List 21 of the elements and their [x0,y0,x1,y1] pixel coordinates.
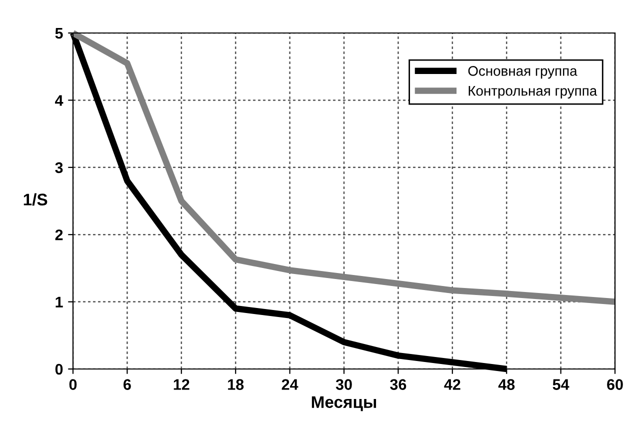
x-tick-label: 42 [444,379,460,390]
x-tick-label: 6 [124,379,131,390]
y-axis-title: 1/S [24,193,48,206]
x-tick-label: 18 [228,379,244,390]
legend-label: Контрольная группа [468,86,598,98]
y-tick-label: 3 [55,162,63,174]
x-tick-label: 54 [552,379,570,390]
x-tick-label: 0 [69,379,77,390]
legend-label: Основная группа [468,66,578,79]
x-tick-label: 60 [607,379,623,390]
x-tick-label: 30 [336,379,352,390]
x-tick-label: 12 [174,379,190,390]
x-tick-label: 24 [282,379,298,390]
x-tick-label: 36 [390,379,406,390]
y-tick-label: 0 [55,364,63,375]
x-axis-title: Месяцы [312,396,376,412]
y-tick-label: 5 [55,28,63,39]
y-tick-label: 2 [55,229,63,240]
y-tick-label: 4 [55,95,64,106]
y-tick-label: 1 [56,296,63,308]
x-tick-label: 48 [498,379,515,390]
